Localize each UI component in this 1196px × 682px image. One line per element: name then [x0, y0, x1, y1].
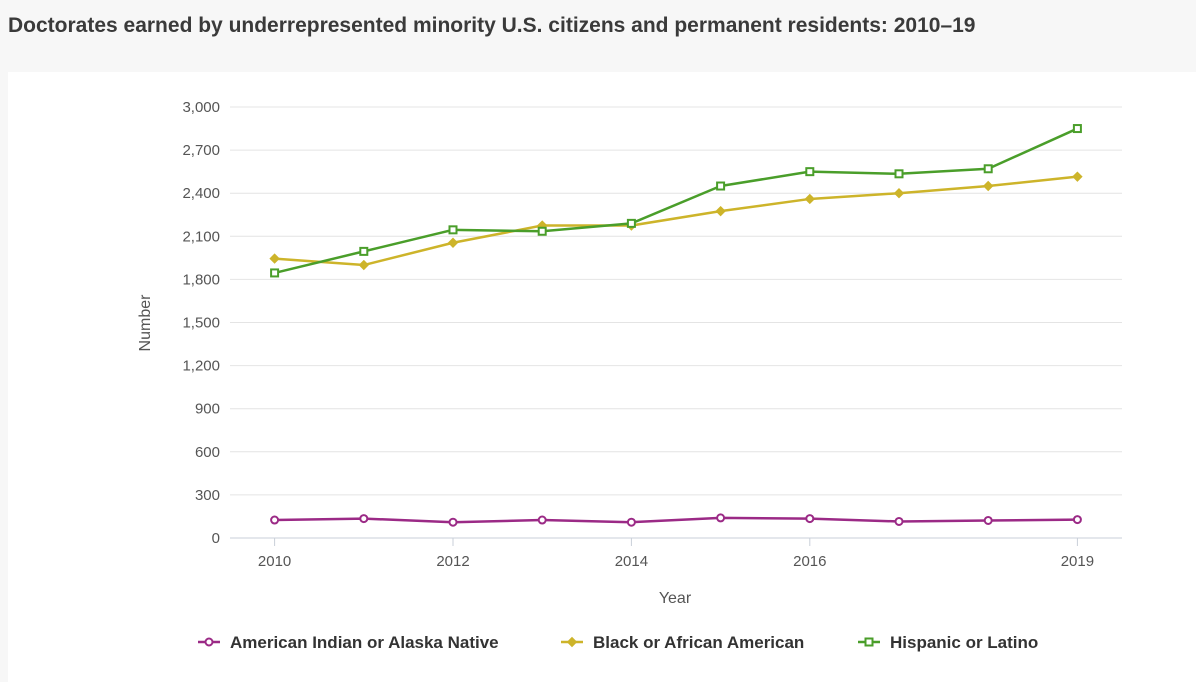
series-2	[270, 124, 1082, 278]
legend-label: American Indian or Alaska Native	[230, 633, 499, 652]
series-line	[274, 127, 1078, 275]
data-point[interactable]	[359, 246, 369, 256]
x-tick-label: 2010	[258, 553, 291, 570]
series-lines	[269, 124, 1083, 527]
data-point[interactable]	[537, 515, 547, 525]
y-tick-labels: 0 300 600 900 1,200 1,500 1,800 2,100 2,400 2,700…	[182, 99, 220, 547]
x-tick-label: 2012	[436, 553, 469, 570]
data-point[interactable]	[448, 517, 458, 527]
data-point[interactable]	[715, 205, 726, 217]
data-point[interactable]	[983, 515, 993, 525]
y-tick-label: 1,200	[182, 358, 220, 375]
data-point[interactable]	[893, 187, 905, 199]
data-point[interactable]	[447, 237, 459, 248]
x-tick-label: 2016	[793, 553, 826, 570]
legend-item[interactable]: American Indian or Alaska Native	[198, 633, 499, 652]
series-1	[269, 171, 1083, 271]
y-tick-label: 600	[195, 444, 220, 461]
data-point[interactable]	[270, 268, 280, 278]
data-point[interactable]	[894, 169, 904, 179]
data-point[interactable]	[1072, 515, 1082, 525]
legend-item[interactable]: Hispanic or Latino	[858, 633, 1038, 652]
data-point[interactable]	[804, 193, 816, 205]
data-point[interactable]	[983, 164, 993, 174]
data-point[interactable]	[1072, 171, 1083, 182]
data-point[interactable]	[894, 516, 904, 526]
legend: American Indian or Alaska Native Black or…	[198, 633, 1038, 652]
y-tick-label: 0	[212, 530, 220, 547]
data-point[interactable]	[269, 253, 280, 264]
y-tick-label: 2,400	[182, 185, 220, 202]
legend-marker	[864, 637, 874, 647]
line-chart: 0 300 600 900 1,200 1,500 1,800 2,100 2,400 2,700…	[137, 99, 1122, 652]
legend-marker	[204, 637, 214, 647]
series-0	[270, 513, 1082, 527]
grid-lines	[230, 106, 1122, 539]
data-point[interactable]	[359, 514, 369, 524]
data-point[interactable]	[358, 259, 370, 271]
legend-label: Hispanic or Latino	[890, 633, 1038, 652]
y-tick-label: 300	[195, 487, 220, 504]
data-point[interactable]	[448, 225, 458, 235]
data-point[interactable]	[716, 181, 726, 191]
data-point[interactable]	[982, 180, 994, 192]
x-axis-title: Year	[659, 590, 692, 607]
y-axis-title: Number	[137, 294, 154, 352]
legend-item[interactable]: Black or African American	[561, 633, 804, 652]
data-point[interactable]	[537, 226, 547, 236]
data-point[interactable]	[1072, 124, 1082, 134]
data-point[interactable]	[626, 218, 636, 228]
legend-marker	[566, 636, 578, 648]
legend-label: Black or African American	[593, 633, 804, 652]
data-point[interactable]	[716, 513, 726, 523]
x-tick-label: 2019	[1061, 553, 1094, 570]
data-point[interactable]	[805, 514, 815, 524]
y-tick-label: 3,000	[182, 99, 220, 116]
x-tick-label: 2014	[615, 553, 648, 570]
series-line	[274, 175, 1078, 267]
series-line	[274, 516, 1078, 524]
y-tick-label: 2,700	[182, 142, 220, 159]
y-tick-label: 2,100	[182, 228, 220, 245]
x-axis	[230, 537, 1122, 546]
data-point[interactable]	[270, 515, 280, 525]
y-tick-label: 1,500	[182, 315, 220, 332]
data-point[interactable]	[626, 517, 636, 527]
y-tick-label: 1,800	[182, 271, 220, 288]
chart-card: 0 300 600 900 1,200 1,500 1,800 2,100 2,400 2,700…	[8, 72, 1196, 682]
x-tick-labels: 2010 2012 2014 2016 2019	[258, 553, 1094, 570]
page-title: Doctorates earned by underrepresented mi…	[8, 14, 976, 37]
y-tick-label: 900	[195, 401, 220, 418]
data-point[interactable]	[805, 167, 815, 177]
